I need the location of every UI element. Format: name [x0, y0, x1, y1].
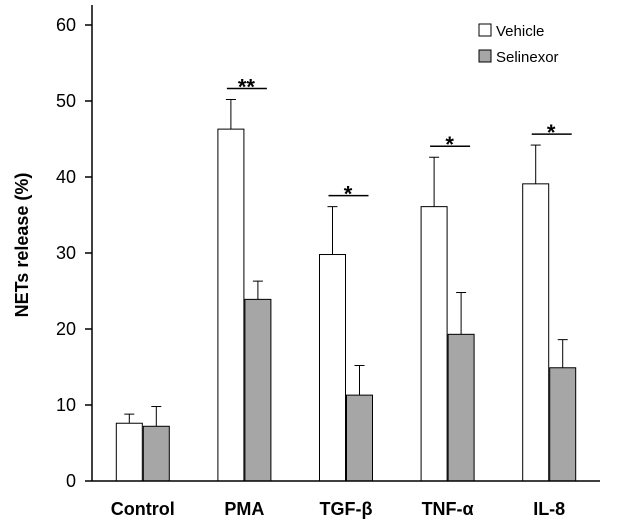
significance-annotations: **** *	[226, 74, 572, 207]
x-category-label: PMA	[224, 499, 264, 519]
vehicle-bar	[217, 128, 245, 482]
legend: Vehicle Selinexor	[478, 23, 559, 66]
y-axis-title: NETs release (%)	[12, 173, 32, 318]
x-category-label: TGF-β	[320, 499, 373, 519]
selinexor-bar	[244, 298, 272, 482]
y-tick-label: 20	[56, 319, 76, 339]
significance-marker: *	[445, 132, 454, 157]
x-axis: Control PMA TGF-β TNF-α IL-8	[92, 480, 600, 519]
y-tick-label: 60	[56, 15, 76, 35]
y-tick-label: 50	[56, 91, 76, 111]
selinexor-bar	[142, 425, 170, 482]
vehicle-bar	[115, 422, 143, 482]
legend-swatch-vehicle	[478, 23, 492, 37]
legend-swatch-selinexor	[478, 49, 492, 63]
vehicle-bar	[522, 183, 550, 482]
selinexor-bar	[346, 394, 373, 482]
legend-label-selinexor: Selinexor	[496, 49, 559, 66]
vehicle-bar	[420, 206, 448, 482]
x-category-label: IL-8	[533, 499, 565, 519]
selinexor-bar	[447, 333, 475, 482]
y-tick-label: 30	[56, 243, 76, 263]
x-category-label: Control	[111, 499, 175, 519]
bars-group	[115, 98, 577, 482]
legend-label-vehicle: Vehicle	[496, 23, 544, 40]
significance-marker: *	[344, 182, 353, 207]
selinexor-bar	[549, 367, 577, 482]
y-tick-label: 0	[66, 471, 76, 491]
significance-marker: **	[238, 74, 256, 99]
x-category-label: TNF-α	[422, 499, 474, 519]
y-tick-label: 10	[56, 395, 76, 415]
y-axis: 0 10 20 30 40 50 60	[56, 5, 93, 491]
significance-marker: *	[547, 120, 556, 145]
vehicle-bar	[319, 254, 346, 482]
y-tick-label: 40	[56, 167, 76, 187]
